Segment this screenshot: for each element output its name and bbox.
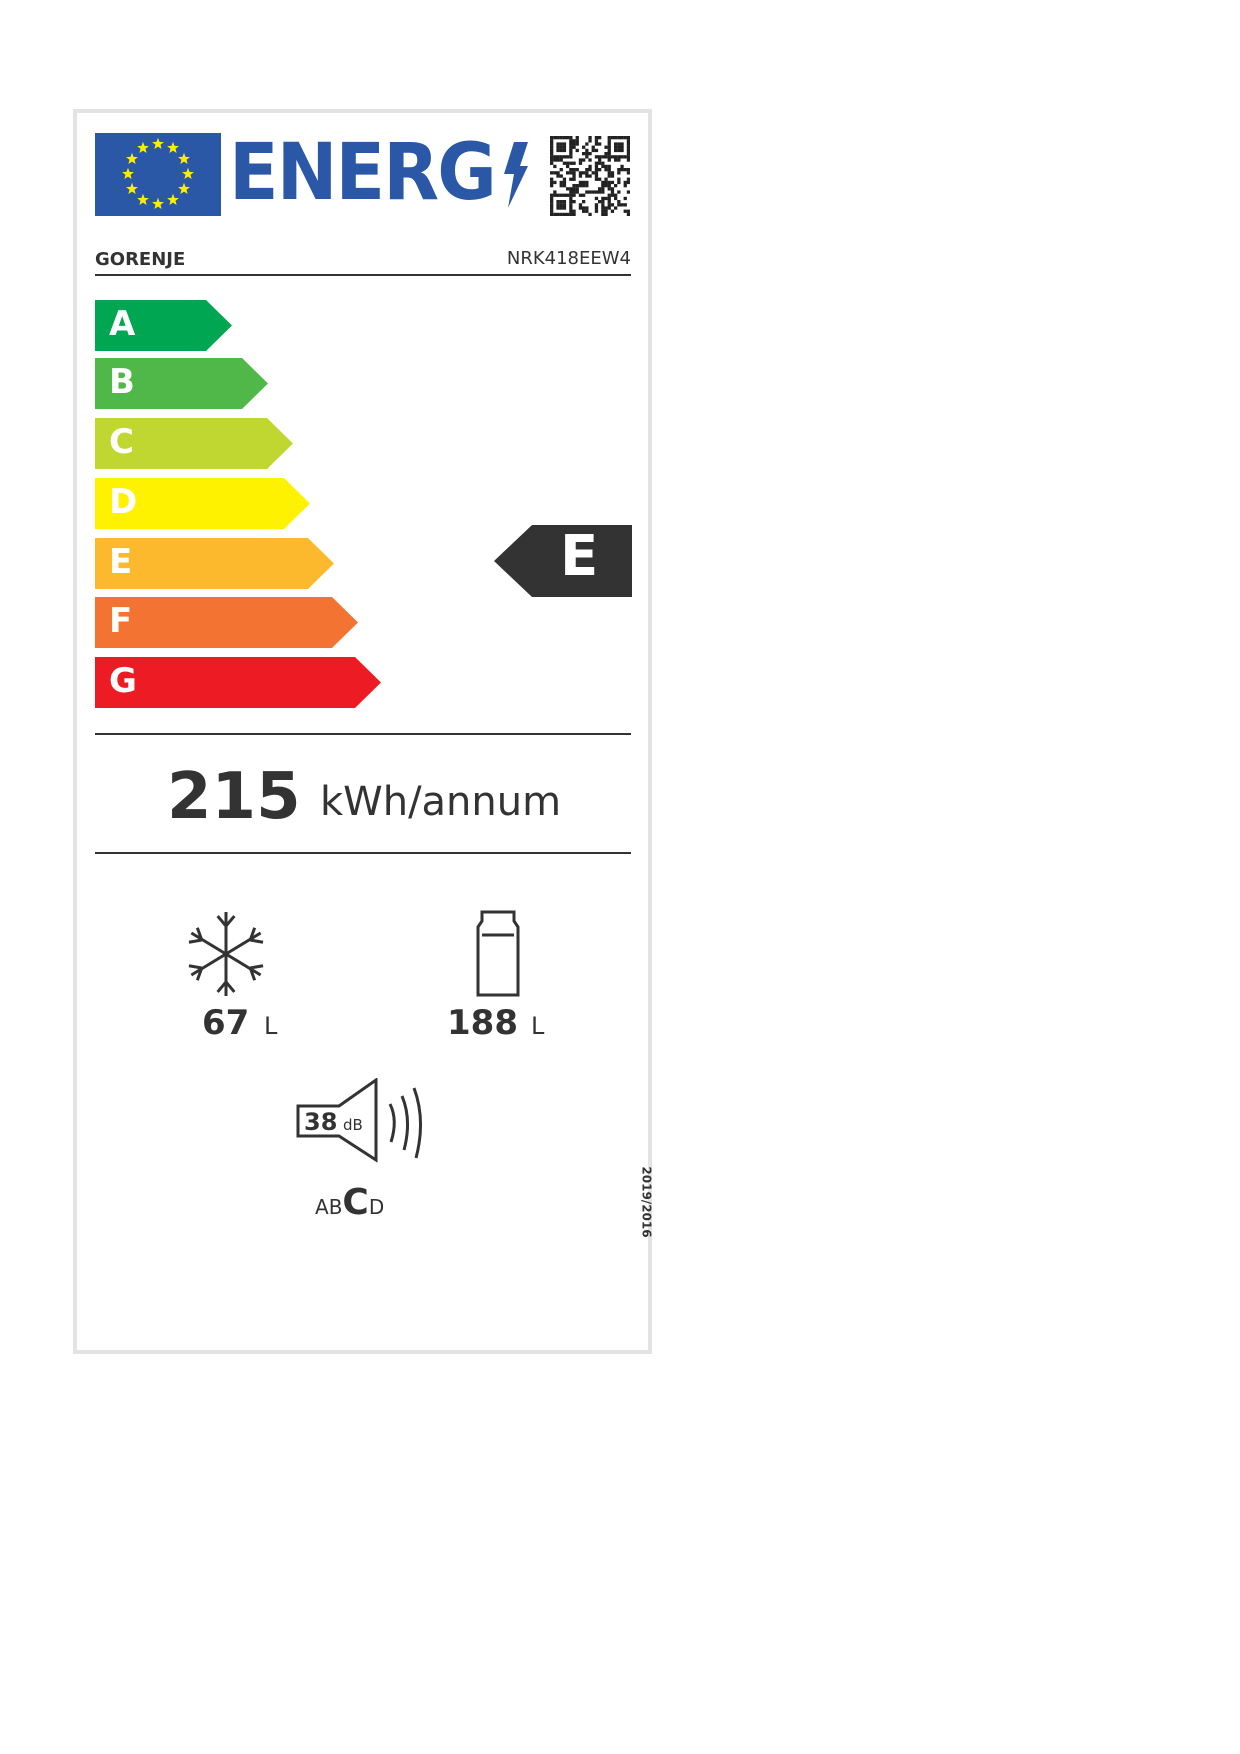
energy-class-letter: D [109,482,138,522]
energy-class-bar-e: E [95,538,334,589]
star-icon [178,152,190,164]
star-icon [167,141,179,153]
regulation-number: 2019/2016 [639,1166,654,1238]
noise-class-c: C [342,1182,369,1223]
star-icon [152,197,164,209]
speaker-icon [296,1078,423,1163]
fridge-volume-value: 188 [447,1003,518,1043]
rating-letter: E [560,524,599,589]
energy-class-bar-c: C [95,418,293,469]
eu-flag-icon [95,133,221,216]
model-identifier: NRK418EEW4 [506,248,631,269]
freezer-volume-value: 67 [202,1003,250,1043]
rating-arrow [494,525,632,597]
energy-class-bar-f: F [95,597,358,648]
energy-class-letter: E [109,542,133,582]
star-icon [122,167,134,179]
star-icon [182,167,194,179]
lightning-icon [504,142,528,208]
energy-class-letter: C [109,422,134,462]
supplier-name: GORENJE [95,249,186,270]
snowflake-icon [188,912,264,996]
noise-value: 38 [304,1108,338,1136]
divider [95,852,631,854]
star-icon [152,137,164,149]
energy-class-bar-g: G [95,657,381,708]
qr-code-icon[interactable] [550,136,630,216]
freezer-volume-unit: L [264,1012,278,1040]
noise-class-a: A [315,1195,329,1219]
energy-class-letter: B [109,362,135,402]
star-icon [167,193,179,205]
energy-class-bar-b: B [95,358,268,409]
energy-class-bar-d: D [95,478,310,529]
noise-unit: dB [343,1116,363,1134]
energy-class-bar-a: A [95,300,232,351]
star-icon [137,141,149,153]
star-icon [126,152,138,164]
noise-class-b: B [328,1195,343,1219]
fridge-volume-unit: L [531,1012,545,1040]
noise-class-d: D [368,1195,385,1219]
star-icon [126,182,138,194]
energy-class-letter: A [109,304,136,344]
star-icon [137,193,149,205]
energy-consumption-value: 215 [167,760,301,834]
energy-consumption-unit: kWh/annum [320,779,562,825]
divider [95,733,631,735]
energy-class-letter: G [109,661,137,701]
energy-class-letter: F [109,601,133,641]
energy-label [73,109,652,1354]
energy-logo-text: ENERG [229,128,497,218]
star-icon [178,182,190,194]
divider [95,274,631,276]
fridge-icon [476,910,520,997]
